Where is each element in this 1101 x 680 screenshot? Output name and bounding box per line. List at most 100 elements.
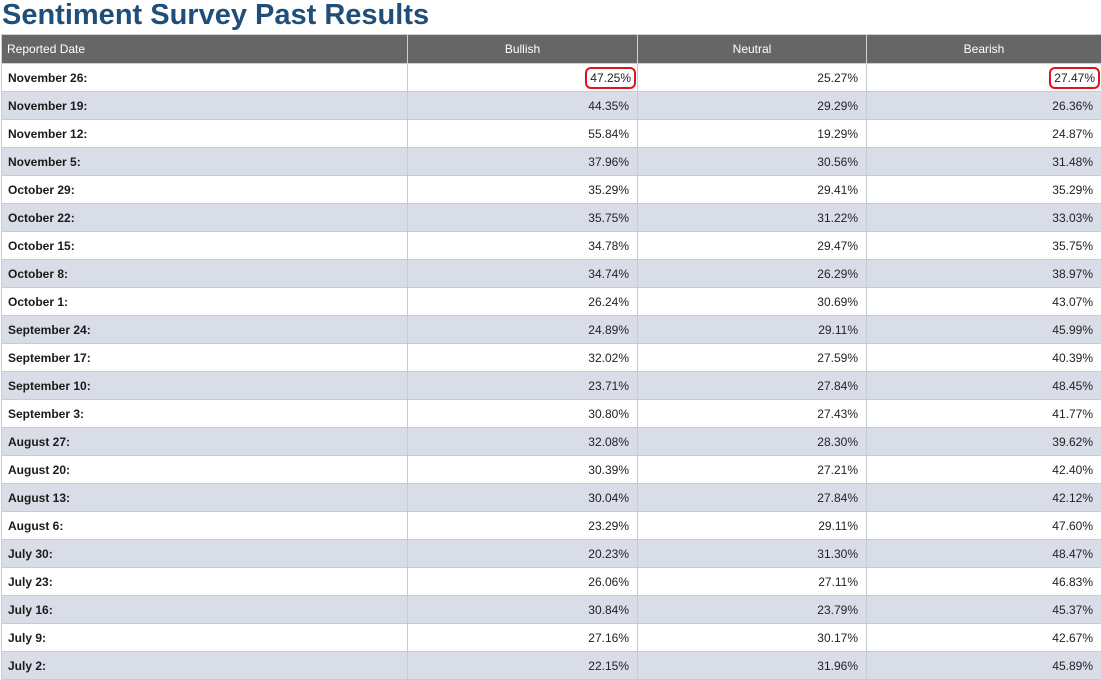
bullish-cell: 24.89% [408, 316, 638, 344]
bearish-cell: 27.47% [867, 64, 1101, 92]
bullish-value: 34.78% [586, 239, 631, 253]
neutral-value: 29.41% [815, 183, 860, 197]
neutral-cell: 27.11% [638, 568, 867, 596]
reported-date-cell: November 12: [2, 120, 408, 148]
neutral-value: 29.47% [815, 239, 860, 253]
bearish-cell: 47.60% [867, 512, 1101, 540]
bearish-cell: 45.37% [867, 596, 1101, 624]
bearish-cell: 26.36% [867, 92, 1101, 120]
table-row: October 8:34.74%26.29%38.97% [2, 260, 1101, 288]
table-row: September 24:24.89%29.11%45.99% [2, 316, 1101, 344]
bullish-value: 55.84% [586, 127, 631, 141]
bearish-cell: 42.67% [867, 624, 1101, 652]
bearish-value: 24.87% [1050, 127, 1095, 141]
neutral-value: 27.84% [815, 379, 860, 393]
table-row: November 12: 55.84% 19.29% 24.87% [2, 120, 1101, 148]
bullish-value: 44.35% [586, 99, 631, 113]
reported-date-cell: July 9: [2, 624, 408, 652]
table-row: July 23:26.06%27.11%46.83% [2, 568, 1101, 596]
bearish-cell: 35.75% [867, 232, 1101, 260]
neutral-value: 28.30% [815, 435, 860, 449]
reported-date-cell: July 30: [2, 540, 408, 568]
sentiment-results-table: Reported Date Bullish Neutral Bearish No… [1, 34, 1101, 680]
bullish-value: 24.89% [586, 323, 631, 337]
bearish-value: 39.62% [1050, 435, 1095, 449]
bullish-cell: 20.23% [408, 540, 638, 568]
bullish-value: 32.08% [586, 435, 631, 449]
bullish-value: 30.84% [586, 603, 631, 617]
table-header-row: Reported Date Bullish Neutral Bearish [2, 35, 1101, 64]
bullish-cell: 30.04% [408, 484, 638, 512]
bearish-value: 45.89% [1050, 659, 1095, 673]
neutral-value: 31.22% [815, 211, 860, 225]
bearish-cell: 35.29% [867, 176, 1101, 204]
bearish-cell: 48.45% [867, 372, 1101, 400]
neutral-value: 26.29% [815, 267, 860, 281]
bullish-cell: 35.75% [408, 204, 638, 232]
bearish-value: 42.40% [1050, 463, 1095, 477]
bearish-cell: 39.62% [867, 428, 1101, 456]
bullish-cell: 32.08% [408, 428, 638, 456]
bullish-value: 20.23% [586, 547, 631, 561]
bullish-cell: 47.25% [408, 64, 638, 92]
neutral-cell: 27.21% [638, 456, 867, 484]
neutral-value: 30.17% [815, 631, 860, 645]
neutral-cell: 19.29% [638, 120, 867, 148]
neutral-value: 25.27% [815, 71, 860, 85]
reported-date-cell: November 19: [2, 92, 408, 120]
bearish-value: 48.45% [1050, 379, 1095, 393]
table-row: August 27: 32.08% 28.30% 39.62% [2, 428, 1101, 456]
bearish-cell: 42.40% [867, 456, 1101, 484]
bullish-value: 30.04% [586, 491, 631, 505]
bullish-value: 30.80% [586, 407, 631, 421]
bearish-cell: 42.12% [867, 484, 1101, 512]
neutral-value: 27.84% [815, 491, 860, 505]
reported-date-cell: September 17: [2, 344, 408, 372]
neutral-cell: 27.43% [638, 400, 867, 428]
neutral-cell: 31.30% [638, 540, 867, 568]
bullish-cell: 35.29% [408, 176, 638, 204]
reported-date-cell: September 3: [2, 400, 408, 428]
table-row: August 13:30.04%27.84%42.12% [2, 484, 1101, 512]
neutral-cell: 28.30% [638, 428, 867, 456]
bullish-value: 32.02% [586, 351, 631, 365]
bearish-value: 38.97% [1050, 267, 1095, 281]
bullish-value: 26.24% [586, 295, 631, 309]
header-bearish: Bearish [867, 35, 1101, 64]
header-bullish: Bullish [408, 35, 638, 64]
neutral-cell: 27.84% [638, 372, 867, 400]
reported-date-cell: August 27: [2, 428, 408, 456]
reported-date-cell: October 29: [2, 176, 408, 204]
bullish-cell: 23.29% [408, 512, 638, 540]
bearish-cell: 41.77% [867, 400, 1101, 428]
bullish-value: 35.75% [586, 211, 631, 225]
table-row: November 26:47.25%25.27%27.47% [2, 64, 1101, 92]
bearish-value: 35.29% [1050, 183, 1095, 197]
table-row: November 5:37.96%30.56%31.48% [2, 148, 1101, 176]
bearish-value: 46.83% [1050, 575, 1095, 589]
neutral-cell: 27.59% [638, 344, 867, 372]
neutral-value: 31.96% [815, 659, 860, 673]
table-row: September 10:23.71%27.84%48.45% [2, 372, 1101, 400]
bullish-cell: 23.71% [408, 372, 638, 400]
neutral-value: 27.43% [815, 407, 860, 421]
table-body: November 26:47.25%25.27%27.47%November 1… [2, 64, 1101, 680]
neutral-cell: 26.29% [638, 260, 867, 288]
neutral-cell: 25.27% [638, 64, 867, 92]
bearish-cell: 43.07% [867, 288, 1101, 316]
neutral-cell: 31.22% [638, 204, 867, 232]
bearish-value-highlighted: 27.47% [1049, 67, 1100, 89]
bullish-cell: 22.15% [408, 652, 638, 680]
table-row: September 3: 30.80% 27.43% 41.77% [2, 400, 1101, 428]
neutral-cell: 27.84% [638, 484, 867, 512]
table-row: October 1:26.24%30.69%43.07% [2, 288, 1101, 316]
bullish-value: 30.39% [586, 463, 631, 477]
bullish-value: 23.29% [586, 519, 631, 533]
table-row: November 19:44.35%29.29%26.36% [2, 92, 1101, 120]
bullish-value: 26.06% [586, 575, 631, 589]
table-row: July 16:30.84%23.79%45.37% [2, 596, 1101, 624]
reported-date-cell: October 22: [2, 204, 408, 232]
table-row: July 2:22.15%31.96%45.89% [2, 652, 1101, 680]
neutral-cell: 31.96% [638, 652, 867, 680]
reported-date-cell: July 16: [2, 596, 408, 624]
